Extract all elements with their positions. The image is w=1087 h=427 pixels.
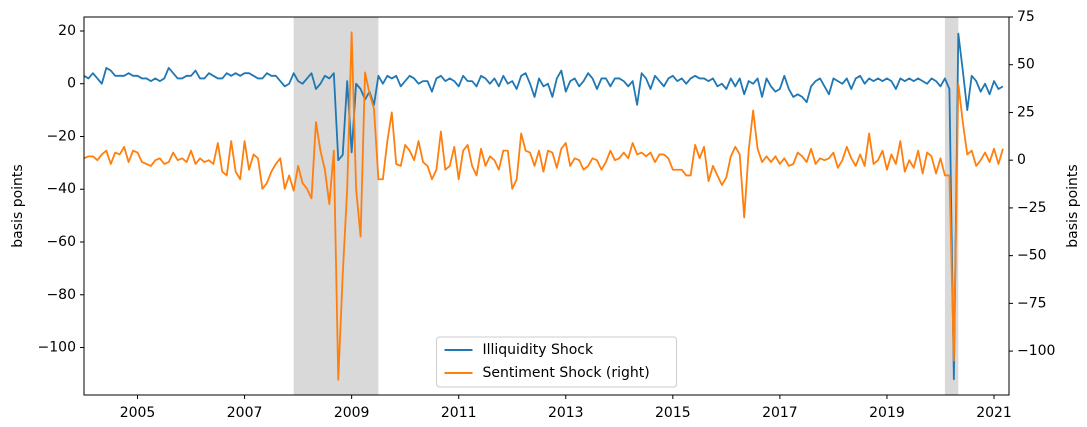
y-tick-label: −100 xyxy=(38,340,76,356)
legend: Illiquidity Shock Sentiment Shock (right) xyxy=(436,336,677,388)
x-tick-label: 2007 xyxy=(227,405,263,421)
series-line xyxy=(83,32,1004,381)
legend-label: Illiquidity Shock xyxy=(483,342,594,358)
y-tick-label: 20 xyxy=(58,23,76,39)
y2-tick-label: 50 xyxy=(1017,57,1035,73)
legend-box xyxy=(436,336,677,388)
x-tick-label: 2015 xyxy=(655,405,691,421)
x-tick-label: 2011 xyxy=(441,405,477,421)
x-tick-label: 2009 xyxy=(334,405,370,421)
y2-tick-label: −50 xyxy=(1017,248,1047,264)
y-axis-label: basis points xyxy=(10,164,26,247)
y2-tick-label: 75 xyxy=(1017,9,1035,25)
x-tick-label: 2021 xyxy=(976,405,1012,421)
y2-tick-label: −75 xyxy=(1017,295,1047,311)
x-tick-label: 2019 xyxy=(869,405,905,421)
y2-tick-label: 0 xyxy=(1017,152,1026,168)
y2-tick-label: 25 xyxy=(1017,104,1035,120)
y-tick-label: −60 xyxy=(46,234,76,250)
x-tick-label: 2017 xyxy=(762,405,798,421)
plot-frame xyxy=(83,16,1010,396)
y2-tick-label: −25 xyxy=(1017,200,1047,216)
x-tick-label: 2013 xyxy=(548,405,584,421)
y2-tick-label: −100 xyxy=(1017,343,1055,359)
x-tick-label: 2005 xyxy=(120,405,156,421)
y-tick-label: 0 xyxy=(67,76,76,92)
series-line xyxy=(83,31,1004,381)
y-tick-label: −40 xyxy=(46,181,76,197)
y-tick-label: −20 xyxy=(46,128,76,144)
y-tick-label: −80 xyxy=(46,287,76,303)
y2-axis-label: basis points xyxy=(1065,164,1081,247)
legend-label: Sentiment Shock (right) xyxy=(483,365,650,381)
